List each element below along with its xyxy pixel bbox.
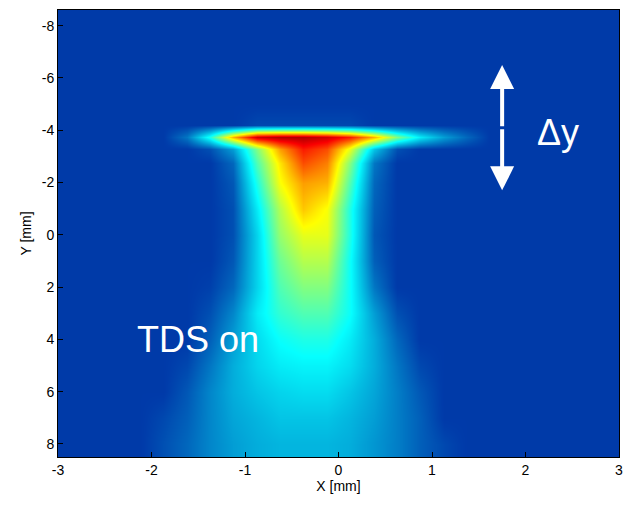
svg-text:-1: -1 xyxy=(239,462,252,478)
svg-text:4: 4 xyxy=(46,331,54,347)
svg-text:Y [mm]: Y [mm] xyxy=(18,211,34,255)
svg-text:2: 2 xyxy=(46,279,54,295)
svg-text:6: 6 xyxy=(46,384,54,400)
svg-text:8: 8 xyxy=(46,436,54,452)
svg-text:-3: -3 xyxy=(52,462,65,478)
svg-text:X [mm]: X [mm] xyxy=(316,478,360,494)
svg-text:-8: -8 xyxy=(42,18,55,34)
svg-text:1: 1 xyxy=(428,462,436,478)
svg-text:Δy: Δy xyxy=(537,112,579,153)
svg-text:-4: -4 xyxy=(42,122,55,138)
svg-text:0: 0 xyxy=(46,227,54,243)
svg-text:2: 2 xyxy=(522,462,530,478)
svg-text:0: 0 xyxy=(335,462,343,478)
svg-text:3: 3 xyxy=(615,462,623,478)
svg-text:TDS on: TDS on xyxy=(137,319,259,360)
svg-text:-2: -2 xyxy=(42,174,55,190)
svg-text:-6: -6 xyxy=(42,70,55,86)
svg-text:-2: -2 xyxy=(145,462,158,478)
